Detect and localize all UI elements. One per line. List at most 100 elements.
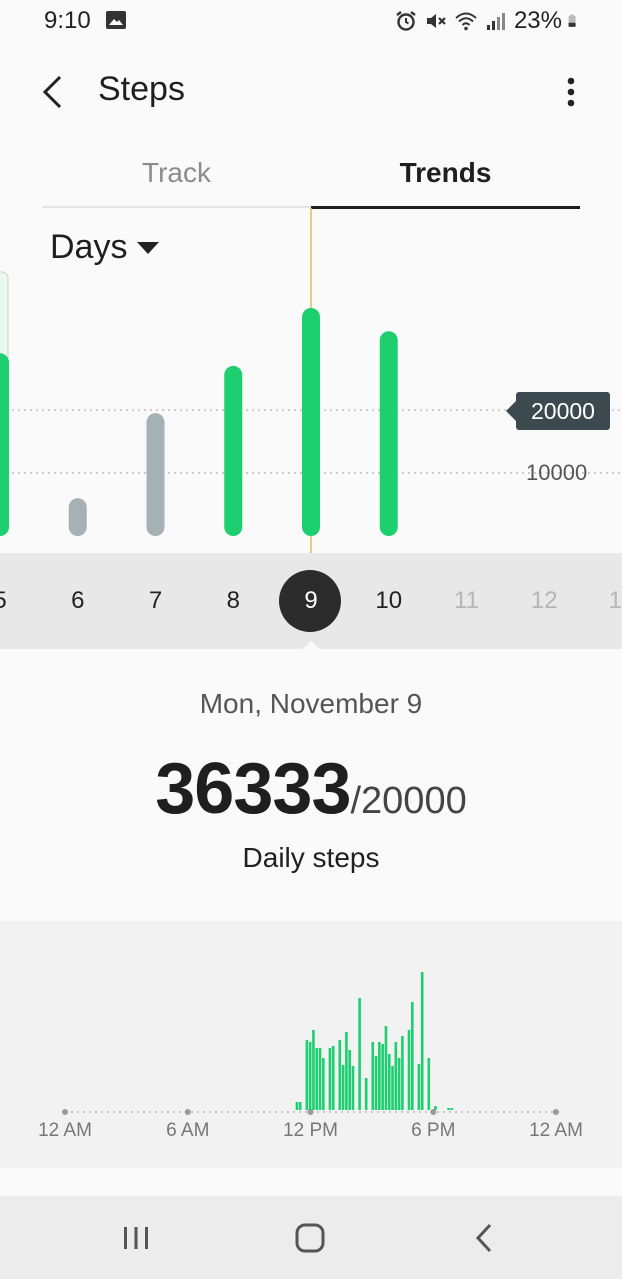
hourly-bar-93 [371,1042,375,1110]
day-bar-10 [379,331,398,536]
tab-track[interactable]: Track [142,157,211,188]
hourly-tick-4 [553,1109,559,1115]
hourly-tick-2 [307,1109,314,1115]
hourly-bar-76 [315,1048,319,1110]
hour-label-1: 6 AM [166,1120,210,1141]
hourly-bar-99 [391,1066,394,1110]
hourly-bar-75 [312,1030,315,1110]
back-button[interactable] [30,70,74,114]
hourly-bar-70 [295,1102,299,1110]
hour-label-0: 12 AM [38,1120,92,1141]
day-label-9[interactable]: 9 [304,587,318,614]
hourly-bar-73 [305,1040,309,1110]
hourly-bar-100 [394,1042,398,1110]
more-options-button[interactable] [556,70,586,114]
hourly-bar-97 [384,1026,388,1110]
hourly-bar-101 [397,1058,401,1110]
hour-label-3: 6 PM [411,1120,456,1141]
hourly-bar-96 [381,1044,384,1110]
selected-day-pointer [300,641,322,651]
day-label-8[interactable]: 8 [226,587,240,614]
hourly-bar-83 [338,1040,342,1110]
hourly-bar-74 [308,1042,312,1110]
day-bar-7 [146,413,165,536]
day-label-5[interactable]: 5 [0,553,30,649]
hour-label-2: 12 PM [283,1120,338,1141]
hourly-bar-95 [378,1042,381,1110]
hourly-bar-71 [298,1102,302,1110]
hourly-bar-91 [364,1078,368,1110]
hourly-tick-1 [184,1109,191,1115]
hourly-bar-112 [434,1106,437,1110]
home-icon [295,1223,325,1253]
hour-label-4: 12 AM [529,1120,583,1141]
hourly-bar-105 [411,1002,414,1110]
hourly-bar-117 [450,1108,454,1110]
hourly-bar-81 [331,1046,335,1110]
recents-button[interactable] [106,1216,166,1260]
goal-badge: 20000 [506,392,610,430]
hourly-bar-87 [351,1066,355,1110]
summary-caption: Daily steps [242,842,380,873]
status-bar: 9:10 23% [0,0,622,42]
day-bar-6 [68,498,87,536]
hourly-steps-chart: 12 AM 6 AM 12 PM 6 PM 12 AM [0,921,622,1168]
step-goal: /20000 [350,780,467,822]
hourly-bar-110 [427,1058,431,1110]
wifi-icon [455,12,477,31]
chevron-left-icon [42,75,62,109]
hourly-bar-108 [420,972,424,1110]
hourly-bar-85 [345,1032,348,1110]
alarm-icon [396,11,416,31]
day-label-6[interactable]: 6 [71,587,85,614]
hourly-bar-86 [348,1050,351,1110]
back-nav-button[interactable] [454,1216,514,1260]
hourly-bar-94 [374,1056,378,1110]
summary-date: Mon, November 9 [199,688,423,719]
axis-label-10000: 10000 [526,460,588,485]
day-label-13[interactable]: 13 [608,587,622,614]
battery-percent: 23% [513,7,562,34]
hourly-bar-80 [328,1048,332,1110]
system-nav-bar [0,1196,622,1279]
daily-steps-chart[interactable]: 20000 10000 [0,208,622,553]
hourly-bar-116 [447,1108,450,1110]
recents-icon [124,1227,148,1249]
hourly-bar-107 [417,1064,421,1110]
selected-day-indicator [279,570,341,632]
home-button[interactable] [280,1216,340,1260]
tab-bar: Track Trends [42,150,580,209]
day-bar-8 [224,365,243,536]
caret-down-icon [137,241,160,254]
hourly-bar-98 [387,1054,391,1110]
summary-step-count: 36333/20000 [0,748,622,830]
app-bar: Steps [0,56,622,128]
hourly-bar-104 [407,1030,411,1110]
period-dropdown[interactable]: Days [50,228,160,267]
step-count: 36333 [155,749,351,829]
image-icon [106,11,126,29]
day-label-11[interactable]: 11 [454,587,479,614]
day-selector: 5 6 7 8 9 10 11 12 13 [0,553,622,649]
mute-icon [426,14,446,28]
hourly-tick-3 [430,1109,437,1115]
hourly-bar-89 [358,998,361,1110]
daily-steps-svg [0,208,622,553]
hourly-bar-102 [401,1036,404,1110]
day-label-10[interactable]: 10 [375,587,403,614]
page-title: Steps [98,70,185,108]
back-icon [475,1223,492,1253]
day-bar-9 [302,308,320,536]
day-label-12[interactable]: 12 [530,587,558,614]
hourly-bar-77 [318,1048,322,1110]
hourly-tick-0 [62,1109,68,1115]
hourly-steps-svg [62,972,559,1115]
day-bar-5 [0,353,9,536]
hourly-bar-78 [322,1058,325,1110]
status-time: 9:10 [44,7,91,34]
hourly-bar-84 [341,1065,345,1110]
more-vert-icon [567,77,575,107]
day-label-7[interactable]: 7 [148,587,163,614]
status-icons: 23% [394,7,582,35]
tab-trends[interactable]: Trends [311,150,580,209]
